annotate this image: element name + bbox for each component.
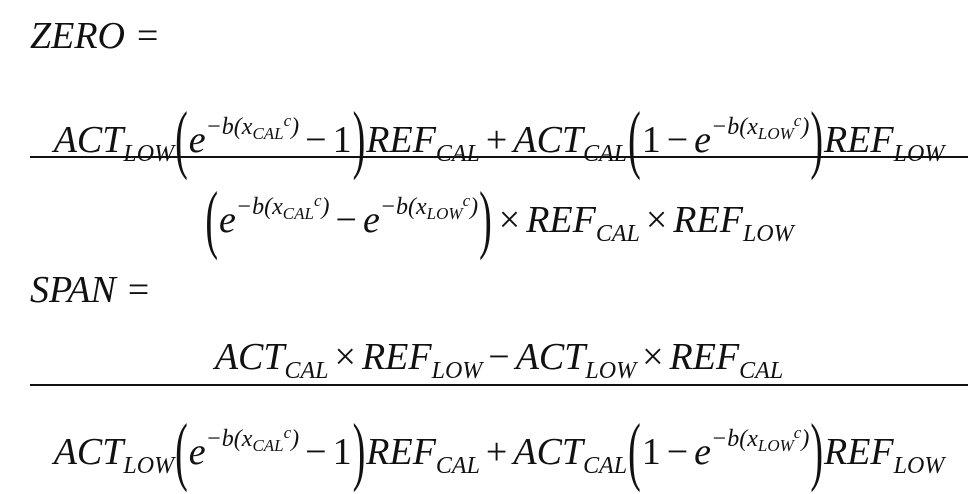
times: × (645, 199, 668, 241)
e: e (362, 199, 380, 241)
plus: + (485, 119, 508, 161)
span-denominator: ACTLOW(e−b(xCALc) −1)REFCAL + ACTCAL(1− e−b(… (30, 414, 968, 490)
minus: − (335, 199, 357, 241)
one: 1 (332, 431, 352, 473)
act: ACT (513, 119, 584, 161)
minus: − (488, 336, 510, 378)
exponent: −b(xLOWc) (379, 191, 479, 223)
big-paren: ) (810, 410, 823, 494)
exponent: −b(xCALc) (205, 111, 300, 143)
ref: REF (673, 199, 743, 241)
sub-low: LOW (893, 453, 945, 479)
ref: REF (366, 119, 436, 161)
exponent: −b(xLOWc) (711, 111, 810, 143)
sub-low: LOW (123, 141, 175, 167)
zero-numerator: ACTLOW(e−b(xCALc) −1)REFCAL + ACTCAL(1− e−b(… (30, 102, 968, 178)
exponent: −b(xLOWc) (711, 423, 810, 455)
sub-cal: CAL (284, 358, 329, 384)
e: e (694, 119, 712, 161)
e: e (188, 119, 206, 161)
ref: REF (526, 199, 596, 241)
span-fraction-bar (30, 384, 968, 386)
big-paren: ) (810, 98, 823, 182)
sub-cal: CAL (583, 453, 628, 479)
act: ACT (513, 431, 584, 473)
zero-fraction-bar (30, 156, 968, 158)
big-paren: ( (628, 410, 641, 494)
exponent: −b(xCALc) (205, 423, 300, 455)
e: e (219, 199, 236, 241)
big-paren: ( (175, 98, 188, 182)
span-numerator: ACTCAL × REFLOW − ACTLOW × REFCAL (30, 338, 968, 383)
minus: − (666, 431, 689, 473)
sub-cal: CAL (583, 141, 628, 167)
big-paren: ( (175, 410, 188, 494)
act: ACT (515, 336, 586, 378)
minus: − (305, 431, 327, 473)
sub-cal: CAL (435, 453, 480, 479)
sub-low: LOW (123, 453, 175, 479)
ref: REF (366, 431, 436, 473)
sub-cal: CAL (595, 221, 640, 247)
big-paren: ( (205, 178, 219, 262)
sub-low: LOW (893, 141, 945, 167)
ref: REF (669, 336, 740, 378)
ref: REF (824, 119, 894, 161)
ref: REF (824, 431, 894, 473)
one: 1 (641, 119, 661, 161)
sub-low: LOW (585, 358, 637, 384)
ref: REF (361, 336, 432, 378)
big-paren: ( (628, 98, 641, 182)
times: × (642, 336, 664, 378)
sub-low: LOW (431, 358, 483, 384)
minus: − (666, 119, 689, 161)
big-paren: ) (352, 98, 366, 182)
times: × (498, 199, 521, 241)
sub-low: LOW (742, 221, 794, 247)
zero-label: ZERO = (30, 15, 161, 57)
big-paren: ) (479, 178, 492, 262)
span-label: SPAN = (30, 269, 152, 311)
sub-cal: CAL (739, 358, 784, 384)
zero-denominator: (e−b(xCALc) − e−b(xLOWc)) × REFCAL × REFLOW (30, 182, 968, 258)
times: × (334, 336, 356, 378)
e: e (694, 431, 712, 473)
act: ACT (214, 336, 285, 378)
one: 1 (332, 119, 352, 161)
one: 1 (641, 431, 661, 473)
act: ACT (53, 431, 124, 473)
plus: + (485, 431, 508, 473)
minus: − (305, 119, 327, 161)
exponent: −b(xCALc) (235, 191, 330, 223)
e: e (188, 431, 206, 473)
big-paren: ) (352, 410, 366, 494)
act: ACT (53, 119, 124, 161)
sub-cal: CAL (435, 141, 480, 167)
